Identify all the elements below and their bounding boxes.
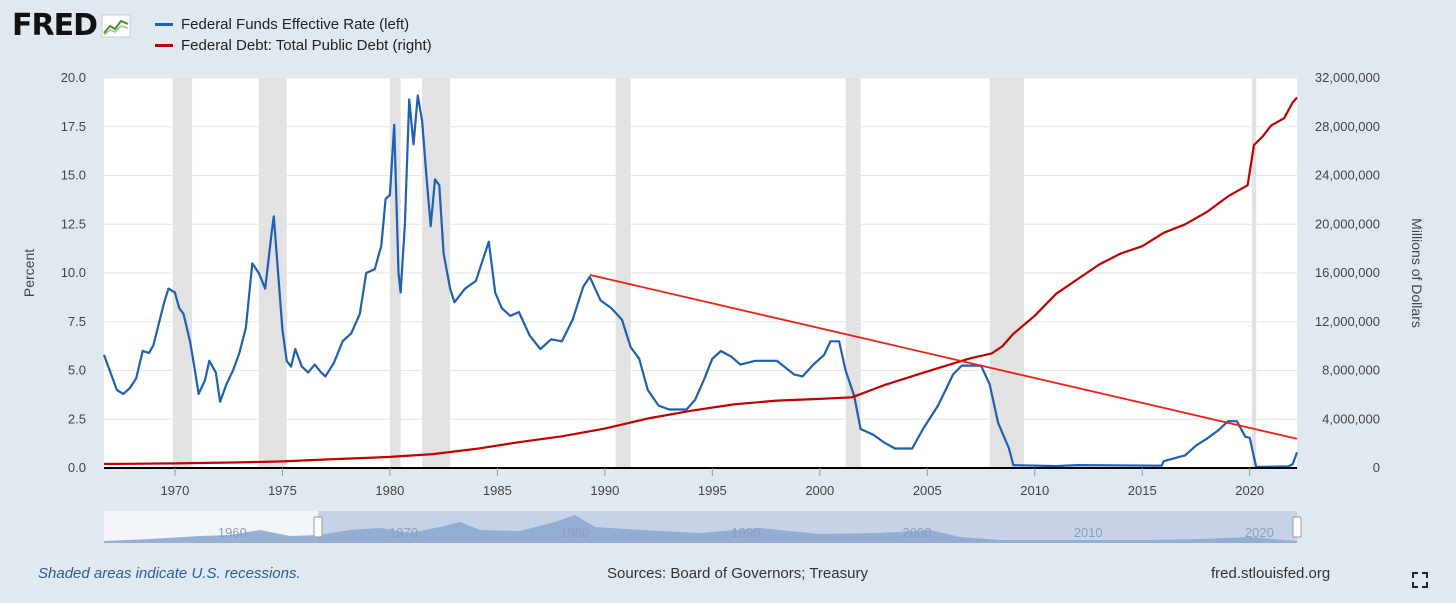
right-tick-label: 28,000,000: [1315, 119, 1380, 134]
left-tick-label: 0.0: [68, 460, 86, 475]
legend-swatch-red: [155, 44, 173, 47]
navigator-left-handle[interactable]: [313, 516, 323, 538]
right-tick-label: 16,000,000: [1315, 265, 1380, 280]
gridlines: [104, 77, 1297, 420]
navigator-right-handle[interactable]: [1292, 516, 1302, 538]
right-axis-title: Millions of Dollars: [1409, 218, 1425, 328]
data-series: [102, 94, 1299, 469]
legend-item-fed-funds[interactable]: Federal Funds Effective Rate (left): [155, 14, 432, 35]
right-tick-label: 24,000,000: [1315, 168, 1380, 183]
x-axis-ticks: 1970 1975 1980 1985 1990 1995 2000 2005 2010 2015…: [160, 468, 1264, 498]
chart-header: FRED Federal Funds Effective Rate (left)…: [0, 0, 1456, 70]
range-navigator[interactable]: 1960 1970 1980 1990 2000 2010 2020: [104, 511, 1302, 543]
fred-logo[interactable]: FRED: [12, 8, 131, 43]
chart-line-icon: [101, 14, 131, 37]
legend-item-federal-debt[interactable]: Federal Debt: Total Public Debt (right): [155, 35, 432, 56]
x-tick-label: 1985: [483, 483, 512, 498]
navigator-tick-label: 1990: [731, 525, 760, 540]
x-tick-label: 1980: [375, 483, 404, 498]
logo-text: FRED: [12, 8, 98, 43]
left-tick-label: 15.0: [61, 168, 86, 183]
right-tick-label: 20,000,000: [1315, 216, 1380, 231]
x-tick-label: 1990: [590, 483, 619, 498]
right-axis-ticks: 0 4,000,000 8,000,000 12,000,000 16,000,000 2…: [1315, 70, 1380, 475]
sources-text: Sources: Board of Governors; Treasury: [607, 565, 868, 582]
chart-legend: Federal Funds Effective Rate (left) Fede…: [155, 14, 432, 56]
right-tick-label: 32,000,000: [1315, 70, 1380, 85]
left-tick-label: 2.5: [68, 411, 86, 426]
navigator-series-area: [104, 515, 1297, 543]
left-axis-ticks: 0.0 2.5 5.0 7.5 10.0 12.5 15.0 17.5 20.0: [61, 70, 86, 475]
expand-icon[interactable]: [1410, 570, 1430, 590]
series-line-0: [102, 94, 1299, 469]
x-tick-label: 2005: [913, 483, 942, 498]
site-link[interactable]: fred.stlouisfed.org: [1211, 565, 1331, 582]
legend-label: Federal Funds Effective Rate (left): [181, 16, 410, 33]
left-tick-label: 5.0: [68, 363, 86, 378]
navigator-tick-label: 1970: [389, 525, 418, 540]
right-tick-label: 4,000,000: [1322, 411, 1380, 426]
right-tick-label: 12,000,000: [1315, 314, 1380, 329]
line-chart: 1970 1975 1980 1985 1990 1995 2000 2005 2010 2015…: [21, 70, 1425, 543]
navigator-tick-label: 2010: [1074, 525, 1103, 540]
left-tick-label: 10.0: [61, 265, 86, 280]
x-tick-label: 2000: [805, 483, 834, 498]
left-tick-label: 20.0: [61, 70, 86, 85]
x-tick-label: 1970: [160, 483, 189, 498]
left-tick-label: 12.5: [61, 216, 86, 231]
legend-label: Federal Debt: Total Public Debt (right): [181, 37, 432, 54]
right-tick-label: 0: [1373, 460, 1380, 475]
x-tick-label: 2010: [1020, 483, 1049, 498]
navigator-tick-label: 2000: [903, 525, 932, 540]
x-tick-label: 2020: [1235, 483, 1264, 498]
right-tick-label: 8,000,000: [1322, 363, 1380, 378]
series-line-1: [103, 96, 1298, 466]
left-tick-label: 17.5: [61, 119, 86, 134]
x-tick-label: 2015: [1128, 483, 1157, 498]
recession-note: Shaded areas indicate U.S. recessions.: [38, 565, 301, 582]
navigator-ticks: 1960 1970 1980 1990 2000 2010 2020: [218, 525, 1274, 540]
navigator-tick-label: 1960: [218, 525, 247, 540]
navigator-tick-label: 1980: [560, 525, 589, 540]
legend-swatch-blue: [155, 23, 173, 26]
left-axis-title: Percent: [21, 249, 37, 297]
x-tick-label: 1995: [698, 483, 727, 498]
series-line-2: [589, 274, 1298, 440]
navigator-tick-label: 2020: [1245, 525, 1274, 540]
x-tick-label: 1975: [268, 483, 297, 498]
left-tick-label: 7.5: [68, 314, 86, 329]
